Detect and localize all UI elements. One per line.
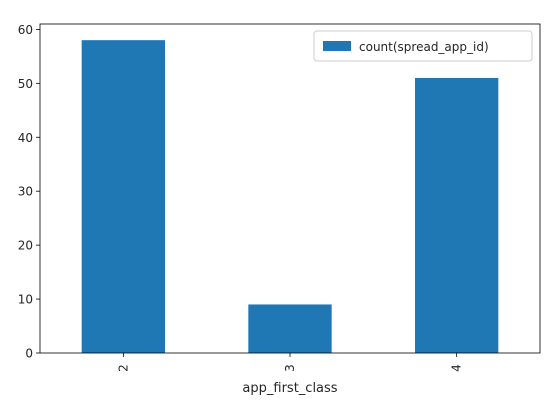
bar-2 — [81, 40, 165, 353]
y-axis-ticks: 0 10 20 30 40 50 60 — [18, 23, 40, 361]
y-tick-label-10: 10 — [18, 293, 33, 307]
y-tick-label-40: 40 — [18, 131, 33, 145]
y-tick-label-30: 30 — [18, 185, 33, 199]
legend: count(spread_app_id) — [313, 30, 533, 62]
y-tick-label-0: 0 — [25, 347, 33, 361]
bars-layer — [81, 40, 499, 354]
y-tick-label-50: 50 — [18, 77, 33, 91]
y-tick-label-20: 20 — [18, 239, 33, 253]
x-tick-label-4: 4 — [450, 364, 464, 372]
x-tick-label-2: 2 — [116, 364, 130, 372]
bar-3 — [248, 304, 332, 353]
bar-4 — [415, 77, 499, 354]
legend-swatch — [323, 41, 351, 51]
x-axis-ticks: 2 3 4 — [116, 353, 464, 372]
legend-label: count(spread_app_id) — [359, 40, 489, 54]
x-tick-label-3: 3 — [283, 364, 297, 372]
y-tick-label-60: 60 — [18, 23, 33, 37]
x-axis-label: app_first_class — [242, 381, 337, 396]
legend-box — [313, 30, 533, 62]
